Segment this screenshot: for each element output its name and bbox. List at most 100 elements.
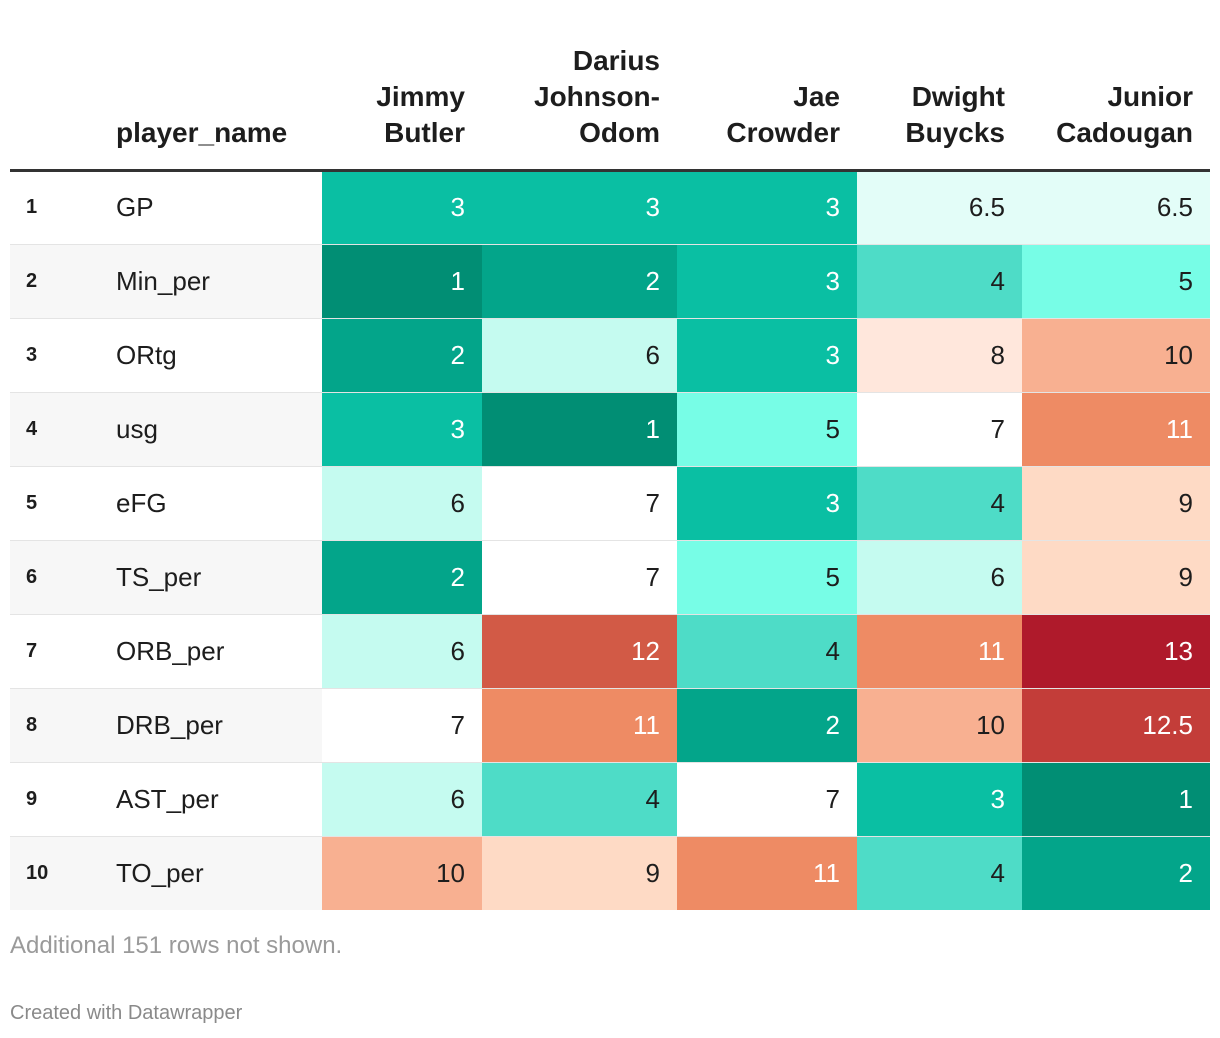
player-header-line: Jae (793, 80, 840, 112)
stat-name: TO_per (116, 836, 322, 910)
heatmap-cell: 7 (482, 466, 677, 541)
row-index: 10 (10, 836, 116, 910)
player-header-line: Buycks (905, 116, 1005, 148)
heatmap-cell: 11 (1022, 392, 1210, 467)
player-header-line: Butler (384, 116, 465, 148)
heatmap-cell: 2 (482, 244, 677, 319)
table-row: 8 DRB_per 7 11 2 10 12.5 (10, 688, 1210, 763)
heatmap-cell: 11 (677, 836, 857, 910)
heatmap-cell: 9 (1022, 540, 1210, 615)
heatmap-table: player_name Jimmy Butler Darius Johnson- Od… (10, 0, 1210, 910)
heatmap-cell: 2 (322, 540, 482, 615)
heatmap-cell: 3 (482, 170, 677, 245)
heatmap-table-container: player_name Jimmy Butler Darius Johnson- Od… (10, 0, 1210, 910)
heatmap-cell: 9 (482, 836, 677, 910)
heatmap-cell: 10 (1022, 318, 1210, 393)
heatmap-cell: 3 (677, 170, 857, 245)
row-index: 3 (10, 318, 116, 393)
table-row: 10 TO_per 10 9 11 4 2 (10, 836, 1210, 910)
row-index: 8 (10, 688, 116, 763)
stat-name: DRB_per (116, 688, 322, 763)
player-header-jae-crowder: Jae Crowder (677, 0, 857, 172)
player-name-header: player_name (116, 0, 322, 172)
heatmap-cell: 3 (677, 244, 857, 319)
heatmap-cell: 6.5 (857, 170, 1022, 245)
row-index: 2 (10, 244, 116, 319)
heatmap-cell: 3 (322, 170, 482, 245)
heatmap-cell: 8 (857, 318, 1022, 393)
stat-name: ORtg (116, 318, 322, 393)
heatmap-cell: 10 (322, 836, 482, 910)
heatmap-cell: 4 (482, 762, 677, 837)
row-index: 6 (10, 540, 116, 615)
heatmap-cell: 7 (677, 762, 857, 837)
heatmap-cell: 12 (482, 614, 677, 689)
heatmap-cell: 4 (857, 244, 1022, 319)
table-row: 5 eFG 6 7 3 4 9 (10, 466, 1210, 541)
heatmap-cell: 3 (677, 318, 857, 393)
table-row: 2 Min_per 1 2 3 4 5 (10, 244, 1210, 319)
header-row: player_name Jimmy Butler Darius Johnson- Od… (10, 0, 1210, 172)
heatmap-cell: 6 (482, 318, 677, 393)
heatmap-cell: 2 (1022, 836, 1210, 910)
heatmap-cell: 13 (1022, 614, 1210, 689)
table-row: 1 GP 3 3 3 6.5 6.5 (10, 170, 1210, 245)
row-index: 1 (10, 170, 116, 245)
row-index: 9 (10, 762, 116, 837)
row-index: 7 (10, 614, 116, 689)
stat-name: Min_per (116, 244, 322, 319)
heatmap-cell: 11 (482, 688, 677, 763)
stat-name: usg (116, 392, 322, 467)
player-header-jimmy-butler: Jimmy Butler (322, 0, 482, 172)
heatmap-cell: 2 (322, 318, 482, 393)
heatmap-cell: 5 (677, 392, 857, 467)
heatmap-cell: 1 (1022, 762, 1210, 837)
player-header-line: Odom (579, 116, 660, 148)
player-header-line: Jimmy (376, 80, 465, 112)
heatmap-cell: 6 (857, 540, 1022, 615)
table-row: 3 ORtg 2 6 3 8 10 (10, 318, 1210, 393)
rows-not-shown-note: Additional 151 rows not shown. (10, 932, 343, 959)
player-header-line: Junior (1107, 80, 1193, 112)
heatmap-cell: 7 (857, 392, 1022, 467)
datawrapper-credit: Created with Datawrapper (10, 1002, 243, 1024)
heatmap-cell: 5 (1022, 244, 1210, 319)
heatmap-cell: 4 (677, 614, 857, 689)
table-row: 9 AST_per 6 4 7 3 1 (10, 762, 1210, 837)
stat-name: AST_per (116, 762, 322, 837)
heatmap-cell: 11 (857, 614, 1022, 689)
row-index: 4 (10, 392, 116, 467)
player-header-line: Dwight (911, 80, 1005, 112)
player-header-junior-cadougan: Junior Cadougan (1022, 0, 1210, 172)
player-header-line: Crowder (726, 116, 840, 148)
heatmap-cell: 7 (322, 688, 482, 763)
heatmap-cell: 5 (677, 540, 857, 615)
heatmap-cell: 3 (677, 466, 857, 541)
heatmap-cell: 4 (857, 466, 1022, 541)
heatmap-cell: 3 (322, 392, 482, 467)
stat-name: eFG (116, 466, 322, 541)
heatmap-cell: 2 (677, 688, 857, 763)
heatmap-cell: 6 (322, 466, 482, 541)
heatmap-cell: 6 (322, 762, 482, 837)
stat-name: GP (116, 170, 322, 245)
heatmap-cell: 3 (857, 762, 1022, 837)
player-header-line: Darius (572, 44, 660, 76)
table-row: 6 TS_per 2 7 5 6 9 (10, 540, 1210, 615)
table-row: 7 ORB_per 6 12 4 11 13 (10, 614, 1210, 689)
stat-name: ORB_per (116, 614, 322, 689)
player-header-darius-johnson-odom: Darius Johnson- Odom (482, 0, 677, 172)
heatmap-cell: 9 (1022, 466, 1210, 541)
player-header-dwight-buycks: Dwight Buycks (857, 0, 1022, 172)
player-header-line: Cadougan (1056, 116, 1193, 148)
table-body: 1 GP 3 3 3 6.5 6.5 2 Min_per 1 2 3 4 5 3 ORtg 2 6 3 8 10 4 usg… (10, 170, 1210, 910)
heatmap-cell: 6 (322, 614, 482, 689)
heatmap-cell: 6.5 (1022, 170, 1210, 245)
index-header (10, 0, 116, 172)
heatmap-cell: 1 (482, 392, 677, 467)
heatmap-cell: 7 (482, 540, 677, 615)
heatmap-cell: 1 (322, 244, 482, 319)
table-row: 4 usg 3 1 5 7 11 (10, 392, 1210, 467)
heatmap-cell: 4 (857, 836, 1022, 910)
player-header-line: Johnson- (534, 80, 660, 112)
